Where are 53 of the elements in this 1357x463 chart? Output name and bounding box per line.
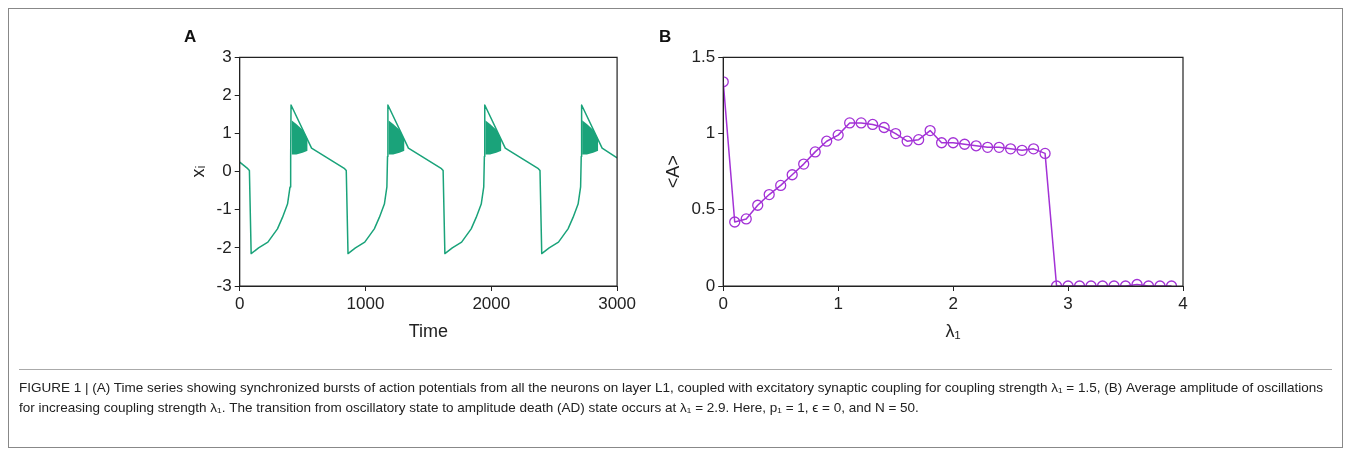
point	[798, 158, 810, 170]
y-tick-label: 3	[222, 47, 232, 67]
point	[958, 138, 971, 150]
x-tick-label: 2	[948, 293, 958, 313]
x-tick-label: 3	[1063, 293, 1073, 313]
x-tick-label: 2000	[472, 293, 511, 313]
y-axis-title: xᵢ	[187, 165, 208, 178]
point	[867, 118, 879, 131]
point	[855, 117, 867, 129]
x-tick-label: 1000	[346, 293, 385, 313]
point	[821, 135, 833, 147]
point	[947, 137, 959, 149]
point	[1039, 147, 1051, 160]
caption: FIGURE 1 | (A) Time series showing synchronized bursts of action potentials from all the neurons on layer L1, coupled with excitatory synaptic coupling for coupling strength λ₁ = 1.5, (B) Average amplitude of oscillations for increasing coupling strength λ₁. The transition from oscillatory state to amplitude death (AD) state occurs at λ₁ = 2.9. Here, p₁ = 1, ϵ = 0, and N = 50.	[19, 379, 1325, 417]
y-tick-label: -1	[216, 199, 232, 219]
point	[752, 199, 764, 211]
point	[1016, 144, 1028, 157]
point	[935, 137, 948, 149]
point	[763, 188, 775, 201]
point	[1027, 143, 1040, 155]
x-tick-label: 1	[833, 293, 843, 313]
point	[809, 146, 821, 158]
point	[786, 169, 798, 181]
y-tick-label: 0	[705, 275, 716, 295]
y-tick-label: 1	[705, 123, 716, 143]
point	[775, 179, 787, 192]
point	[890, 127, 902, 140]
x-axis-title: λ₁	[945, 321, 961, 342]
point	[832, 129, 844, 141]
y-tick-label: 0.5	[691, 199, 716, 219]
point	[993, 141, 1005, 153]
x-axis-title: Time	[408, 321, 449, 342]
y-tick-label: 1	[222, 123, 232, 143]
point	[912, 134, 925, 146]
y-tick-label: -2	[216, 237, 232, 257]
point	[878, 121, 890, 134]
y-tick-label: 1.5	[691, 47, 716, 67]
y-tick-label: -3	[216, 275, 232, 295]
point	[981, 141, 994, 153]
point	[729, 216, 741, 228]
y-tick-label: 0	[222, 161, 232, 181]
chart-title: B	[659, 26, 672, 46]
chart-title: A	[184, 26, 197, 46]
y-tick-label: 2	[222, 85, 232, 105]
x-tick-label: 3000	[598, 293, 636, 313]
point	[844, 117, 856, 129]
point	[1004, 143, 1017, 155]
point	[740, 213, 752, 225]
point	[901, 135, 913, 147]
y-axis-title: <A>	[662, 155, 683, 189]
point	[970, 140, 982, 152]
x-tick-label: 4	[1178, 293, 1188, 313]
point	[924, 124, 936, 137]
